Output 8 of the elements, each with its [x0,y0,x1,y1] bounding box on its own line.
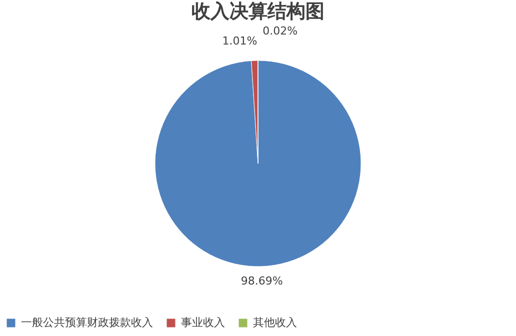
legend-label: 一般公共预算财政拨款收入 [21,316,153,329]
data-label: 98.69% [240,274,283,288]
legend-label: 其他收入 [253,316,297,329]
data-label: 0.02% [262,24,298,38]
chart-title: 收入决算结构图 [192,0,324,22]
legend-label: 事业收入 [181,316,225,329]
pie-slice [154,60,362,267]
data-label: 1.01% [222,34,258,48]
